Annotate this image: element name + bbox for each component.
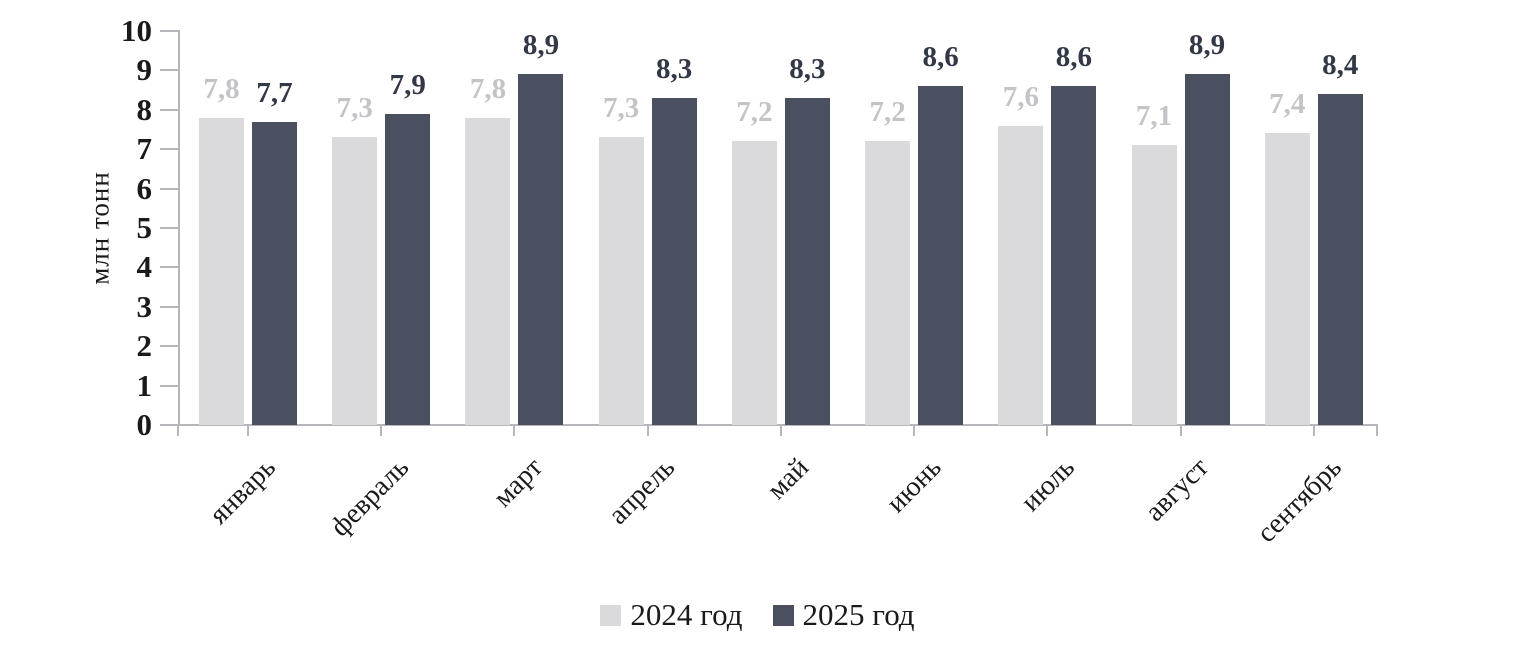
legend-item-2024: 2024 год (600, 597, 743, 633)
y-axis-tick (160, 266, 178, 269)
bar-2025-июнь (918, 86, 964, 425)
y-axis-tick-label: 2 (136, 328, 153, 364)
bar-2024-апрель (598, 137, 644, 425)
y-axis-tick (160, 30, 178, 32)
bar-value-label: 8,6 (1055, 41, 1092, 74)
x-axis-line (178, 424, 1378, 426)
bar-2024-май (731, 141, 777, 425)
legend-swatch-2025 (772, 604, 794, 626)
bar-value-label: 7,2 (736, 96, 773, 129)
y-axis-tick-label: 8 (136, 91, 153, 127)
x-axis-tick (247, 425, 249, 436)
y-axis-line (178, 30, 180, 426)
bar-2025-август (1184, 74, 1230, 425)
bar-value-label: 8,9 (522, 29, 560, 62)
x-axis-end-tick (1376, 425, 1378, 436)
x-axis-end-tick (177, 425, 179, 436)
y-axis-tick-label: 6 (136, 170, 153, 206)
y-axis-tick-label: 7 (136, 131, 153, 167)
bar-value-label: 8,6 (922, 41, 959, 74)
y-axis-tick-label: 9 (136, 52, 153, 88)
legend-label-2025: 2025 год (802, 597, 915, 632)
x-axis-tick (1046, 425, 1049, 436)
x-axis-tick (1179, 425, 1182, 436)
bar-value-label: 7,1 (1135, 100, 1173, 133)
bar-2025-январь (252, 121, 297, 425)
y-axis-tick-label: 3 (136, 288, 153, 324)
bar-value-label: 7,3 (336, 92, 373, 125)
legend: 2024 год 2025 год (0, 597, 1515, 633)
bar-2025-март (518, 74, 564, 425)
bar-value-label: 7,4 (1269, 88, 1306, 121)
bar-2025-февраль (385, 113, 431, 425)
bar-2024-август (1131, 145, 1177, 425)
y-axis-tick (160, 108, 178, 111)
bar-value-label: 8,9 (1188, 29, 1226, 62)
bar-2025-май (784, 97, 830, 425)
bar-2025-сентябрь (1317, 94, 1363, 425)
x-axis-label-июнь: июнь (881, 452, 949, 519)
y-axis-tick (160, 227, 178, 229)
x-axis-label-март: март (486, 452, 549, 514)
y-axis-tick (160, 384, 178, 387)
y-axis-tick (160, 305, 178, 308)
bar-2024-февраль (332, 137, 378, 425)
x-axis-tick (779, 425, 782, 436)
bar-value-label: 7,7 (256, 76, 293, 109)
bar-value-label: 7,3 (603, 92, 640, 125)
y-axis-tick-label: 0 (136, 407, 153, 442)
y-axis-tick-label: 10 (121, 13, 152, 48)
x-axis-label-май: май (761, 452, 815, 506)
y-axis-tick (160, 187, 178, 190)
bar-value-label: 7,6 (1002, 80, 1039, 113)
legend-label-2024: 2024 год (630, 597, 743, 632)
y-axis-tick (160, 148, 178, 151)
y-axis-tick-label: 5 (136, 210, 153, 245)
legend-swatch-2024 (600, 604, 622, 626)
bar-value-label: 8,3 (789, 52, 826, 85)
bar-2024-март (465, 117, 511, 425)
bar-2024-январь (199, 117, 244, 425)
y-axis-tick-label: 4 (136, 249, 153, 285)
x-axis-tick (646, 425, 649, 436)
bar-2025-апрель (651, 97, 697, 425)
x-axis-label-август: август (1138, 452, 1215, 528)
bar-value-label: 7,9 (389, 68, 426, 101)
legend-item-2025: 2025 год (772, 597, 915, 633)
x-axis-label-апрель: апрель (602, 452, 682, 531)
x-axis-tick (913, 425, 916, 436)
x-axis-label-сентябрь: сентябрь (1250, 452, 1348, 549)
bar-2024-сентябрь (1264, 133, 1310, 425)
bar-2024-июнь (865, 141, 911, 425)
bar-value-label: 7,8 (469, 72, 507, 105)
y-axis-tick-label: 1 (136, 367, 153, 403)
y-axis-tick (160, 424, 178, 426)
bar-value-label: 7,2 (869, 96, 906, 129)
bar-2024-июль (998, 125, 1044, 425)
y-axis-tick (160, 69, 178, 72)
x-axis-label-июль: июль (1015, 452, 1082, 518)
x-axis-label-февраль: февраль (324, 452, 416, 543)
bar-2025-июль (1051, 86, 1097, 425)
x-axis-label-январь: январь (203, 452, 282, 531)
bar-value-label: 7,8 (203, 72, 240, 105)
y-axis-tick (160, 345, 178, 348)
bar-value-label: 8,4 (1322, 49, 1359, 82)
x-axis-tick (380, 425, 383, 436)
bar-value-label: 8,3 (656, 52, 693, 85)
x-axis-tick (1312, 425, 1315, 436)
x-axis-tick (513, 425, 516, 436)
